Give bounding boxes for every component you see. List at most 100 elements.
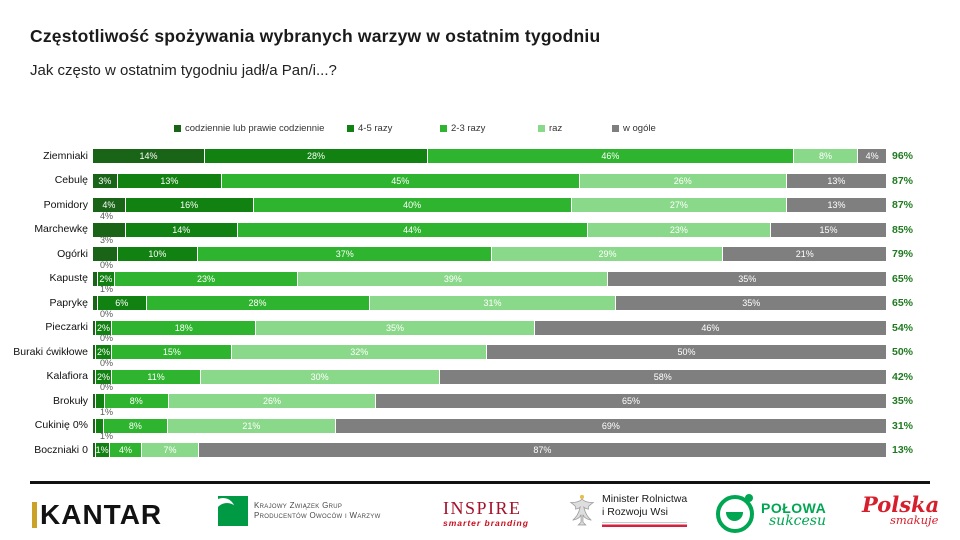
bar-segment-s5: 65%	[376, 394, 886, 408]
segment-value-label: 8%	[819, 151, 833, 161]
kzg-logo-text: Krajowy Związek Grup Producentów Owoców …	[254, 501, 381, 521]
polska-line2: smakuje	[890, 513, 939, 527]
stacked-bar: 14% 28% 46% 8% 4%	[93, 149, 886, 163]
legend-item-2: 4-5 razy	[347, 122, 392, 134]
segment-value-label: 8%	[128, 420, 142, 431]
vegetable-name: Kapustę	[49, 272, 88, 284]
segment-value-label: 4%	[102, 200, 116, 210]
stacked-bar: 3% 13% 45% 26% 13%	[93, 173, 886, 188]
kzg-logo: Krajowy Związek Grup Producentów Owoców …	[218, 496, 381, 526]
footer-divider	[30, 481, 930, 484]
bar-segment-s4: 29%	[492, 247, 723, 261]
bar-segment-s1	[93, 345, 95, 359]
bar-segment-s5: 21%	[723, 247, 886, 261]
segment-value-label: 28%	[307, 151, 326, 161]
bar-segment-s2: 2%	[95, 345, 112, 359]
row-label: Pieczarki	[0, 316, 88, 340]
segment-value-label: 27%	[669, 200, 688, 210]
bar-segment-s4: 21%	[168, 418, 335, 433]
bar-segment-s4: 23%	[587, 222, 771, 237]
bar-segment-s2: 2%	[95, 320, 112, 335]
row-total-label: 96%	[892, 150, 914, 162]
bar-segment-s4: 26%	[579, 173, 786, 188]
row-total-label: 65%	[892, 297, 914, 309]
vegetable-name: Marchewkę	[34, 223, 88, 235]
bar-segment-s1	[93, 443, 95, 457]
minister-line1: Minister Rolnictwa	[602, 493, 688, 505]
small-segment-callout-label: 0%	[100, 333, 114, 343]
legend-label: 4-5 razy	[358, 122, 393, 134]
bar-segment-s1	[93, 271, 97, 286]
legend-swatch-icon	[174, 124, 181, 132]
bar-segment-s3: 45%	[221, 173, 579, 188]
bar-segment-s5: 4%	[858, 149, 886, 163]
segment-value-label: 13%	[827, 200, 846, 210]
bar-segment-s1: 14%	[93, 149, 205, 163]
segment-value-label: 87%	[533, 445, 552, 455]
bar-segment-s3: 46%	[428, 149, 793, 163]
legend-label: codziennie lub prawie codziennie	[185, 122, 325, 134]
bar-segment-s4: 7%	[142, 443, 198, 457]
segment-value-label: 3%	[98, 175, 112, 186]
stacked-bar: 8% 21% 69%	[93, 418, 886, 433]
segment-value-label: 4%	[865, 151, 879, 161]
segment-value-label: 14%	[139, 151, 158, 161]
legend-item-1: codziennie lub prawie codziennie	[174, 122, 324, 134]
bar-segment-s1	[93, 320, 95, 335]
row-total-label: 87%	[892, 174, 914, 187]
bar-segment-s4: 32%	[232, 345, 487, 359]
segment-value-label: 21%	[795, 249, 814, 259]
minister-logo: Minister Rolnictwa i Rozwoju Wsi	[568, 493, 688, 527]
kantar-logo: KANTAR	[32, 499, 162, 531]
bar-segment-s5: 87%	[198, 443, 886, 457]
segment-value-label: 4%	[118, 445, 132, 455]
vegetable-name: Brokuły	[52, 394, 88, 407]
vegetable-name: Cebulę	[54, 174, 88, 186]
segment-value-label: 39%	[443, 273, 462, 284]
small-segment-callout-label: 0%	[100, 308, 114, 319]
bar-segment-s5: 35%	[608, 271, 886, 286]
stacked-bar: 1% 4% 7% 87%	[93, 443, 886, 457]
kzg-line2: Producentów Owoców i Warzyw	[254, 511, 381, 520]
page-subtitle: Jak często w ostatnim tygodniu jadł/a Pa…	[30, 62, 337, 79]
row-zero-prefix-label: 0	[82, 443, 88, 456]
stacked-bar: 4% 16% 40% 27% 13%	[93, 198, 886, 212]
row-total-label: 87%	[892, 199, 914, 211]
polowa-line2: sukcesu	[769, 512, 827, 529]
segment-value-label: 30%	[310, 371, 329, 382]
vegetable-name: Cukinię	[34, 419, 70, 431]
small-segment-callout-label: 0%	[100, 382, 114, 392]
segment-value-label: 69%	[601, 420, 620, 431]
inspire-logo: INSPIRE smarter branding	[443, 499, 529, 528]
legend-swatch-icon	[612, 124, 619, 132]
row-label: Pomidory	[0, 193, 88, 217]
bar-segment-s4: 30%	[200, 369, 439, 384]
minister-logo-text: Minister Rolnictwa i Rozwoju Wsi	[602, 493, 688, 527]
segment-value-label: 44%	[403, 224, 422, 235]
segment-value-label: 2%	[97, 371, 111, 382]
stacked-bar: 2% 15% 32% 50%	[93, 345, 886, 359]
stacked-bar: 2% 18% 35% 46%	[93, 320, 886, 335]
row-label: Ogórki	[0, 242, 88, 266]
segment-value-label: 31%	[483, 298, 502, 308]
segment-value-label: 35%	[738, 273, 757, 284]
bar-segment-s4: 8%	[793, 149, 858, 163]
row-total-label: 65%	[892, 272, 914, 285]
segment-value-label: 46%	[601, 151, 620, 161]
row-total-label: 42%	[892, 370, 914, 383]
legend-swatch-icon	[440, 124, 447, 132]
bar-segment-s3: 23%	[114, 271, 298, 286]
segment-value-label: 23%	[669, 224, 688, 235]
bar-segment-s4: 31%	[369, 296, 616, 310]
polska-smakuje-logo: Polska smakuje	[862, 494, 939, 526]
segment-value-label: 15%	[819, 224, 838, 235]
row-label: Buraki ćwikłowe	[0, 340, 88, 364]
bar-segment-s2: 2%	[97, 271, 114, 286]
segment-value-label: 21%	[242, 420, 261, 431]
legend-label: raz	[549, 122, 563, 134]
kantar-logo-text: KANTAR	[40, 499, 163, 530]
segment-value-label: 28%	[248, 298, 267, 308]
stacked-bar-chart: Ziemniaki 14% 28% 46% 8% 4% 96% Cebulę 3% 13% 45% 2…	[0, 149, 914, 457]
small-segment-callout-label: 1%	[100, 406, 114, 417]
vegetable-name: Ogórki	[57, 247, 88, 260]
